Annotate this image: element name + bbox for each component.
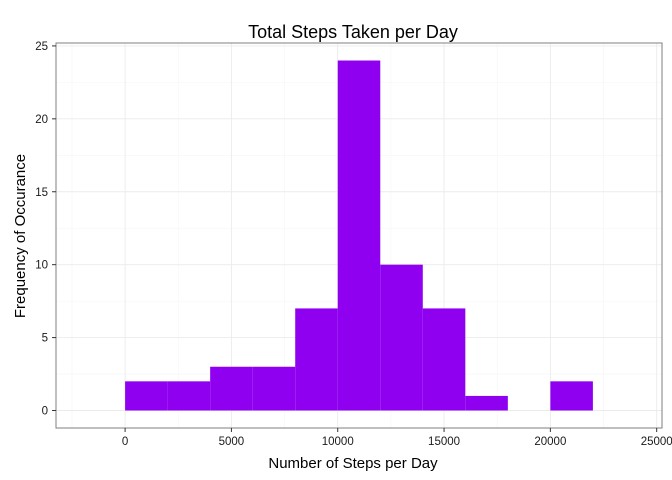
histogram-bar [550,381,593,411]
y-tick-label: 15 [35,187,48,199]
y-tick-label: 20 [35,114,48,126]
y-tick-label: 5 [42,333,48,345]
histogram-bar [380,264,423,411]
x-axis-label: Number of Steps per Day [268,455,438,472]
histogram-bar [167,381,211,411]
histogram-bar [295,308,338,411]
x-tick-label: 0 [122,436,128,448]
y-tick-label: 25 [35,41,48,53]
plot-panel-border [55,42,663,429]
y-axis-ticks: 0 5 10 15 20 25 [35,41,56,418]
histogram-bar [422,308,466,411]
histogram-bar [252,366,296,411]
y-tick-label: 10 [35,260,48,272]
x-tick-label: 20000 [534,436,566,448]
chart-title: Total Steps Taken per Day [248,22,458,42]
y-tick-label: 0 [42,406,48,418]
x-tick-label: 10000 [322,436,354,448]
histogram-bar [210,366,253,411]
y-axis-label: Frequency of Occurance [12,154,29,318]
histogram-bar [337,60,381,411]
histogram-bar [465,395,508,411]
x-tick-label: 5000 [219,436,245,448]
histogram-bars [125,60,593,411]
x-axis-ticks: 0 5000 10000 15000 20000 25000 [122,428,672,448]
x-tick-label: 25000 [641,436,672,448]
histogram-bar [125,381,168,411]
x-tick-label: 15000 [428,436,460,448]
